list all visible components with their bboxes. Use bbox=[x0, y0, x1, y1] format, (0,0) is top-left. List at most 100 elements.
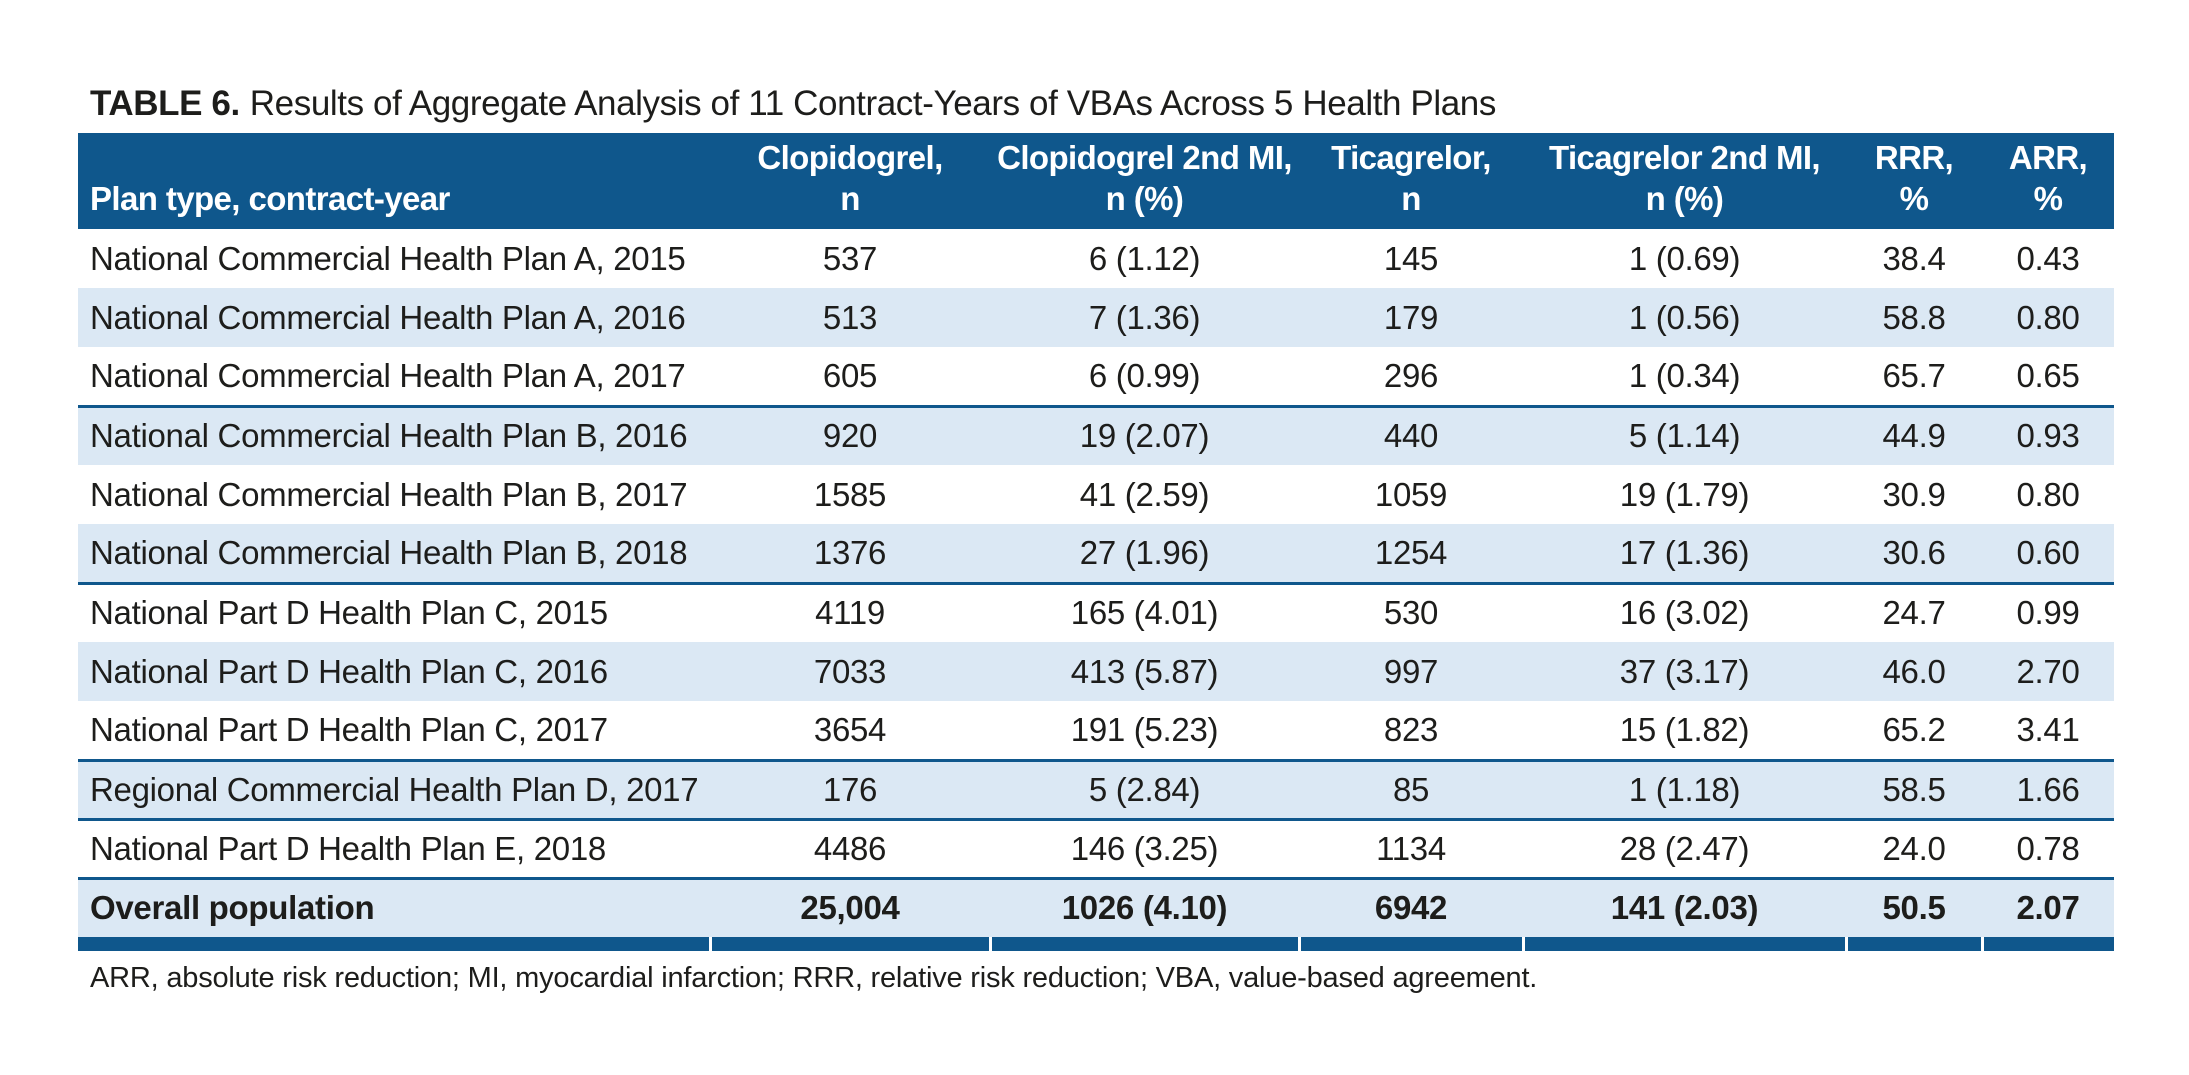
cell-rrr: 44.9 bbox=[1846, 406, 1982, 465]
results-table: Plan type, contract-year Clopidogrel, n … bbox=[78, 133, 2114, 951]
cell-ticagrelor-n: 296 bbox=[1299, 347, 1523, 408]
cell-clopidogrel-n: 920 bbox=[710, 406, 990, 465]
cell-arr: 0.99 bbox=[2016, 594, 2080, 632]
cell-clopidogrel-2nd-mi: 19 (2.07) bbox=[990, 406, 1299, 465]
cell-rrr: 30.6 bbox=[1846, 524, 1982, 585]
cell-rrr: 58.8 bbox=[1846, 288, 1982, 347]
cell-clopidogrel-2nd-mi: 146 (3.25) bbox=[990, 819, 1299, 880]
cell-plan: National Commercial Health Plan B, 2018 bbox=[78, 524, 710, 585]
column-header-arr: ARR, % bbox=[1982, 133, 2114, 229]
bottom-rule-segment bbox=[1521, 937, 1846, 951]
cell-ticagrelor-2nd-mi: 1 (0.69) bbox=[1628, 239, 1741, 277]
cell-ticagrelor-2nd-mi: 1 (0.56) bbox=[1523, 288, 1846, 347]
cell-clopidogrel-2nd-mi: 41 (2.59) bbox=[1079, 475, 1210, 513]
cell-clopidogrel-n: 537 bbox=[822, 239, 878, 277]
cell-arr: 0.80 bbox=[2016, 475, 2080, 513]
column-header-rrr: RRR, % bbox=[1846, 133, 1982, 229]
cell-ticagrelor-2nd-mi: 141 (2.03) bbox=[1523, 878, 1846, 937]
cell-ticagrelor-n: 1059 bbox=[1374, 475, 1448, 513]
cell-ticagrelor-n: 823 bbox=[1299, 701, 1523, 762]
table-row: National Commercial Health Plan B, 2016 … bbox=[78, 406, 2114, 465]
bottom-rule-segment bbox=[1297, 937, 1523, 951]
bottom-rule-segment bbox=[78, 937, 710, 951]
cell-rrr: 65.2 bbox=[1846, 701, 1982, 762]
cell-clopidogrel-n: 605 bbox=[710, 347, 990, 408]
column-header-ticagrelor-2nd-mi: Ticagrelor 2nd MI, n (%) bbox=[1523, 133, 1846, 229]
cell-rrr: 24.0 bbox=[1846, 819, 1982, 880]
cell-clopidogrel-2nd-mi: 5 (2.84) bbox=[990, 760, 1299, 821]
cell-plan: National Part D Health Plan C, 2017 bbox=[78, 701, 710, 762]
cell-clopidogrel-n: 1376 bbox=[710, 524, 990, 585]
column-header-ticagrelor-n: Ticagrelor, n bbox=[1299, 133, 1523, 229]
cell-clopidogrel-2nd-mi: 413 (5.87) bbox=[990, 642, 1299, 701]
cell-plan: National Commercial Health Plan A, 2016 bbox=[78, 288, 710, 347]
cell-ticagrelor-n: 145 bbox=[1383, 239, 1439, 277]
cell-ticagrelor-n: 179 bbox=[1299, 288, 1523, 347]
table-row-overall: Overall population 25,004 1026 (4.10) 69… bbox=[78, 878, 2114, 937]
cell-arr: 0.93 bbox=[1982, 406, 2114, 465]
table-bottom-rule bbox=[78, 937, 2114, 951]
cell-ticagrelor-2nd-mi: 19 (1.79) bbox=[1619, 475, 1750, 513]
cell-ticagrelor-2nd-mi: 17 (1.36) bbox=[1523, 524, 1846, 585]
table-row: National Commercial Health Plan A, 2016 … bbox=[78, 288, 2114, 347]
bottom-rule-segment bbox=[988, 937, 1299, 951]
table-row: National Commercial Health Plan A, 2015 … bbox=[78, 229, 2114, 288]
cell-arr: 0.43 bbox=[2016, 239, 2080, 277]
column-header-plan-type: Plan type, contract-year bbox=[78, 133, 710, 229]
cell-plan: National Part D Health Plan C, 2015 bbox=[90, 594, 608, 632]
cell-rrr: 58.5 bbox=[1846, 760, 1982, 821]
table-row: Regional Commercial Health Plan D, 2017 … bbox=[78, 760, 2114, 821]
column-header-clopidogrel-2nd-mi: Clopidogrel 2nd MI, n (%) bbox=[990, 133, 1299, 229]
cell-arr: 0.65 bbox=[1982, 347, 2114, 408]
cell-clopidogrel-n: 4119 bbox=[815, 594, 885, 632]
cell-clopidogrel-2nd-mi: 1026 (4.10) bbox=[990, 878, 1299, 937]
table-row: National Commercial Health Plan B, 2018 … bbox=[78, 524, 2114, 585]
cell-arr: 1.66 bbox=[1982, 760, 2114, 821]
cell-plan: National Part D Health Plan C, 2016 bbox=[78, 642, 710, 701]
cell-arr: 0.80 bbox=[1982, 288, 2114, 347]
cell-ticagrelor-2nd-mi: 1 (0.34) bbox=[1523, 347, 1846, 408]
cell-plan: National Commercial Health Plan B, 2017 bbox=[90, 475, 688, 513]
table-row: National Part D Health Plan E, 2018 4486… bbox=[78, 819, 2114, 880]
cell-clopidogrel-2nd-mi: 7 (1.36) bbox=[990, 288, 1299, 347]
cell-ticagrelor-n: 997 bbox=[1299, 642, 1523, 701]
cell-ticagrelor-2nd-mi: 28 (2.47) bbox=[1523, 819, 1846, 880]
table-number-label: TABLE 6. bbox=[90, 84, 240, 123]
cell-ticagrelor-2nd-mi: 1 (1.18) bbox=[1523, 760, 1846, 821]
cell-ticagrelor-n: 85 bbox=[1299, 760, 1523, 821]
bottom-rule-segment bbox=[708, 937, 990, 951]
cell-clopidogrel-n: 4486 bbox=[710, 819, 990, 880]
cell-rrr: 24.7 bbox=[1882, 594, 1946, 632]
cell-rrr: 50.5 bbox=[1846, 878, 1982, 937]
cell-ticagrelor-n: 6942 bbox=[1299, 878, 1523, 937]
cell-rrr: 38.4 bbox=[1882, 239, 1946, 277]
cell-arr: 2.07 bbox=[1982, 878, 2114, 937]
cell-ticagrelor-2nd-mi: 16 (3.02) bbox=[1619, 594, 1750, 632]
cell-ticagrelor-2nd-mi: 5 (1.14) bbox=[1523, 406, 1846, 465]
table-row: National Commercial Health Plan B, 2017 … bbox=[78, 465, 2114, 524]
bottom-rule-segment bbox=[1980, 937, 2114, 951]
cell-clopidogrel-n: 7033 bbox=[710, 642, 990, 701]
cell-plan: National Commercial Health Plan A, 2017 bbox=[78, 347, 710, 408]
cell-arr: 2.70 bbox=[1982, 642, 2114, 701]
cell-plan: National Commercial Health Plan B, 2016 bbox=[78, 406, 710, 465]
header-row: Plan type, contract-year Clopidogrel, n … bbox=[78, 133, 2114, 229]
cell-plan: National Part D Health Plan E, 2018 bbox=[78, 819, 710, 880]
cell-clopidogrel-n: 25,004 bbox=[710, 878, 990, 937]
table-title-text: Results of Aggregate Analysis of 11 Cont… bbox=[249, 84, 1497, 123]
cell-clopidogrel-n: 176 bbox=[710, 760, 990, 821]
cell-clopidogrel-2nd-mi: 165 (4.01) bbox=[1070, 594, 1219, 632]
cell-ticagrelor-2nd-mi: 37 (3.17) bbox=[1523, 642, 1846, 701]
cell-clopidogrel-2nd-mi: 27 (1.96) bbox=[990, 524, 1299, 585]
cell-clopidogrel-2nd-mi: 6 (0.99) bbox=[990, 347, 1299, 408]
cell-ticagrelor-n: 1134 bbox=[1299, 819, 1523, 880]
cell-clopidogrel-2nd-mi: 6 (1.12) bbox=[1088, 239, 1201, 277]
table-row: National Part D Health Plan C, 2017 3654… bbox=[78, 701, 2114, 762]
cell-rrr: 65.7 bbox=[1846, 347, 1982, 408]
cell-clopidogrel-2nd-mi: 191 (5.23) bbox=[990, 701, 1299, 762]
cell-ticagrelor-n: 1254 bbox=[1299, 524, 1523, 585]
cell-clopidogrel-n: 3654 bbox=[710, 701, 990, 762]
cell-clopidogrel-n: 513 bbox=[710, 288, 990, 347]
cell-ticagrelor-2nd-mi: 15 (1.82) bbox=[1523, 701, 1846, 762]
table-row: National Commercial Health Plan A, 2017 … bbox=[78, 347, 2114, 408]
